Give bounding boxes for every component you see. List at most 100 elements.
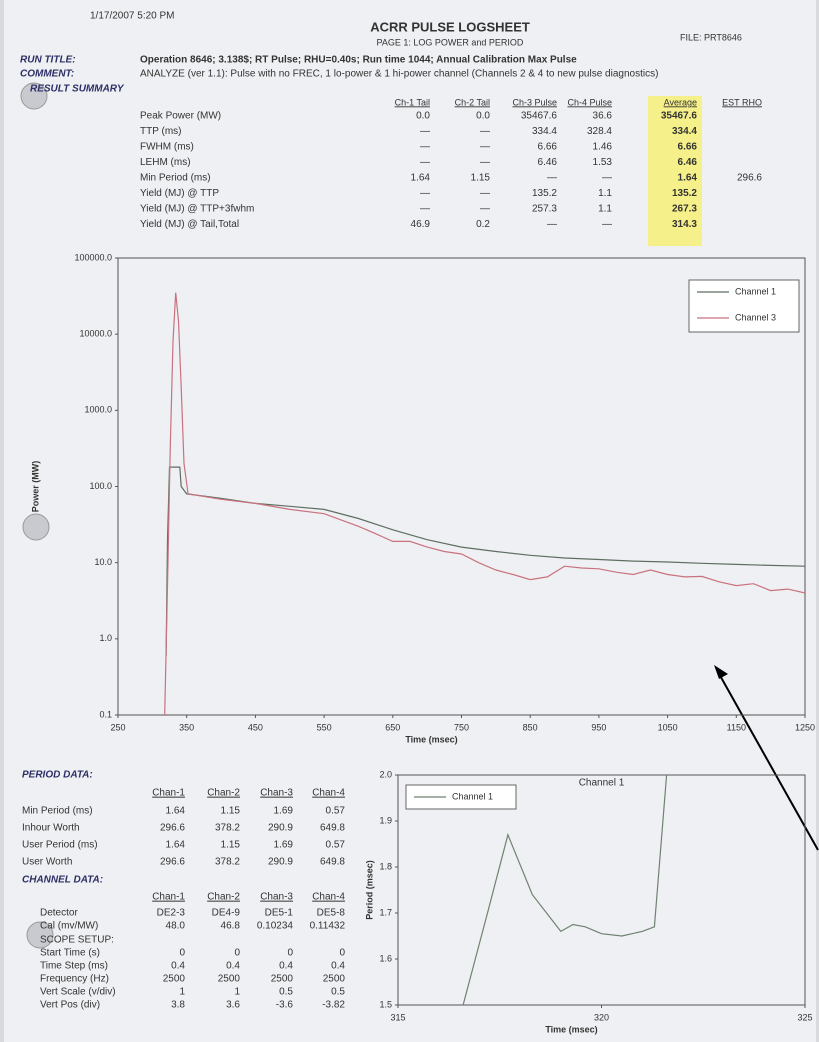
cell: 649.8: [320, 823, 345, 834]
cell: 334.4: [672, 126, 697, 137]
cell: 1.15: [221, 840, 241, 851]
column-header: Chan-1: [152, 788, 185, 799]
x-tick-label: 1050: [658, 722, 678, 732]
y-tick-label: 1.9: [379, 815, 392, 825]
row-label: Yield (MJ) @ TTP+3fwhm: [140, 204, 254, 215]
legend-label: Channel 1: [735, 286, 776, 296]
cell: 135.2: [532, 188, 557, 199]
x-axis-label: Time (msec): [545, 1024, 597, 1034]
cell: 0.4: [171, 961, 185, 972]
cell: -3.82: [322, 1000, 345, 1011]
x-tick-label: 325: [797, 1012, 812, 1022]
row-label: Cal (mv/MW): [40, 921, 98, 932]
row-label: Peak Power (MW): [140, 111, 221, 122]
row-label: Min Period (ms): [140, 173, 211, 184]
row-label: Time Step (ms): [40, 961, 108, 972]
punch-hole: [26, 921, 54, 949]
cell: 1.64: [678, 173, 698, 184]
cell: 1.15: [471, 173, 491, 184]
y-tick-label: 100.0: [89, 481, 112, 491]
y-axis-label: Period (msec): [364, 860, 374, 920]
column-header: Chan-2: [207, 892, 240, 903]
row-label: Frequency (Hz): [40, 974, 109, 985]
cell: 2500: [218, 974, 241, 985]
row-label: LEHM (ms): [140, 157, 191, 168]
cell: 0: [179, 948, 185, 959]
x-tick-label: 550: [317, 722, 332, 732]
cell: 2500: [163, 974, 186, 985]
x-tick-label: 250: [110, 722, 125, 732]
cell: 1.64: [166, 806, 186, 817]
cell: 46.9: [411, 219, 431, 230]
cell: 48.0: [166, 921, 186, 932]
cell: 6.46: [538, 157, 558, 168]
cell: 0.5: [331, 987, 345, 998]
cell: 3.6: [226, 1000, 240, 1011]
cell: 257.3: [532, 204, 557, 215]
cell: 1.64: [166, 840, 186, 851]
cell: DE5-8: [317, 908, 346, 919]
cell: 296.6: [160, 857, 185, 868]
cell: 135.2: [672, 188, 697, 199]
cell: 0: [234, 948, 240, 959]
cell: 2500: [323, 974, 346, 985]
cell: —: [480, 157, 490, 168]
y-tick-label: 1.5: [379, 999, 392, 1009]
cell: 267.3: [672, 204, 697, 215]
x-tick-label: 950: [591, 722, 606, 732]
column-header: EST RHO: [722, 97, 762, 107]
cell: 1.53: [593, 157, 613, 168]
cell: —: [547, 173, 557, 184]
cell: 6.66: [538, 142, 558, 153]
setup-title: SCOPE SETUP:: [40, 935, 114, 946]
run-title: Operation 8646; 3.138$; RT Pulse; RHU=0.…: [140, 55, 577, 66]
doc-title: ACRR PULSE LOGSHEET: [370, 19, 530, 34]
cell: —: [420, 204, 430, 215]
column-header: Chan-3: [260, 892, 293, 903]
cell: 0.0: [416, 111, 430, 122]
cell: 0.57: [326, 806, 346, 817]
cell: —: [420, 157, 430, 168]
row-label: User Period (ms): [22, 840, 98, 851]
cell: 0.0: [476, 111, 490, 122]
row-label: Vert Pos (div): [40, 1000, 100, 1011]
row-label: Min Period (ms): [22, 806, 93, 817]
cell: 1.1: [598, 204, 612, 215]
row-label: Yield (MJ) @ Tail,Total: [140, 219, 239, 230]
y-tick-label: 1.8: [379, 861, 392, 871]
series-line: [462, 774, 668, 1006]
cell: 314.3: [672, 219, 697, 230]
channel-title: CHANNEL DATA:: [22, 875, 103, 886]
cell: 296.6: [160, 823, 185, 834]
legend-label: Channel 1: [452, 791, 493, 801]
cell: —: [480, 204, 490, 215]
cell: 2500: [271, 974, 294, 985]
cell: 1.15: [221, 806, 241, 817]
run-title-label: RUN TITLE:: [20, 55, 76, 66]
x-tick-label: 315: [390, 1012, 405, 1022]
cell: 649.8: [320, 857, 345, 868]
cell: —: [480, 142, 490, 153]
cell: -3.6: [276, 1000, 294, 1011]
cell: 0.4: [279, 961, 293, 972]
cell: 0: [287, 948, 293, 959]
cell: 6.66: [678, 142, 698, 153]
column-header: Ch-3 Pulse: [512, 97, 557, 107]
x-tick-label: 1250: [795, 722, 815, 732]
y-tick-label: 10000.0: [79, 329, 112, 339]
column-header: Chan-3: [260, 788, 293, 799]
cell: —: [602, 219, 612, 230]
row-label: Detector: [40, 908, 78, 919]
arrow-head: [714, 665, 728, 679]
cell: DE5-1: [265, 908, 294, 919]
x-tick-label: 850: [523, 722, 538, 732]
cell: 0.10234: [257, 921, 294, 932]
period-title: PERIOD DATA:: [22, 770, 93, 781]
doc-subtitle: PAGE 1: LOG POWER and PERIOD: [377, 37, 524, 47]
legend: [688, 279, 800, 333]
column-header: Chan-4: [312, 788, 345, 799]
chart-title: Channel 1: [579, 778, 625, 789]
y-tick-label: 0.1: [99, 709, 112, 719]
row-label: Yield (MJ) @ TTP: [140, 188, 219, 199]
cell: 290.9: [268, 823, 293, 834]
